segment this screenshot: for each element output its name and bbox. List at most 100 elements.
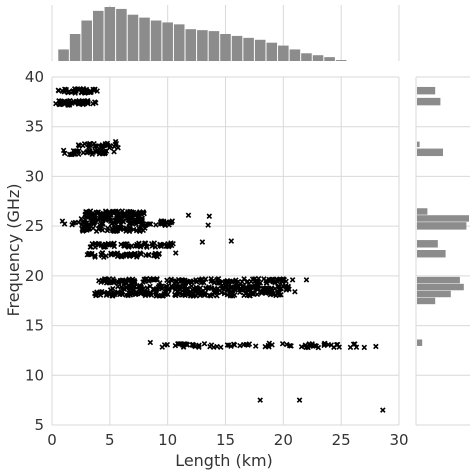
scatter-point <box>252 343 259 349</box>
scatter-point <box>161 342 168 348</box>
scatter-point <box>205 285 212 292</box>
scatter-point <box>276 292 282 298</box>
scatter-point <box>199 239 206 245</box>
scatter-point <box>237 342 243 349</box>
scatter-point <box>138 284 144 291</box>
scatter-point <box>174 278 180 284</box>
scatter-point <box>106 215 113 222</box>
scatter-point <box>142 241 148 248</box>
scatter-point <box>106 276 113 282</box>
scatter-point <box>147 221 154 227</box>
scatter-point <box>131 250 138 257</box>
scatter-point <box>289 277 296 283</box>
x-tick-label: 5 <box>105 431 115 449</box>
scatter-point <box>120 218 126 224</box>
scatter-point <box>336 344 342 350</box>
scatter-point <box>142 276 149 283</box>
scatter-point <box>119 289 125 296</box>
scatter-point <box>61 101 68 107</box>
scatter-point <box>296 397 303 403</box>
scatter-point <box>380 407 386 413</box>
marginal-x-bar <box>58 49 69 61</box>
scatter-point <box>165 243 172 250</box>
scatter-point <box>361 344 368 351</box>
scatter-point <box>181 278 187 285</box>
marginal-x-bar <box>81 20 92 61</box>
marginal-y-bar <box>417 240 438 248</box>
scatter-point <box>81 88 87 95</box>
scatter-point <box>219 285 226 291</box>
scatter-point <box>75 142 82 148</box>
scatter-point <box>224 342 231 348</box>
scatter-point <box>280 283 286 289</box>
scatter-point <box>111 149 117 155</box>
marginal-x-histogram <box>58 7 347 61</box>
marginal-y-bar <box>417 283 464 291</box>
scatter-point <box>279 340 286 347</box>
marginal-y-panel <box>415 76 470 426</box>
scatter-point <box>254 282 260 289</box>
scatter-point <box>97 292 104 298</box>
scatter-point <box>219 278 226 285</box>
scatter-point <box>86 250 92 257</box>
x-tick-label: 20 <box>274 431 293 449</box>
x-tick-label: 30 <box>389 431 408 449</box>
marginal-x-bar <box>116 8 127 61</box>
scatter-point <box>240 341 247 348</box>
scatter-point <box>181 341 187 348</box>
scatter-point <box>118 284 125 290</box>
scatter-point <box>110 291 116 298</box>
scatter-point <box>74 86 81 92</box>
scatter-point <box>112 250 118 257</box>
scatter-point <box>133 221 139 227</box>
scatter-point <box>80 228 86 234</box>
scatter-point <box>59 218 66 224</box>
scatter-point <box>63 88 69 94</box>
scatter-point <box>169 278 175 284</box>
scatter-point <box>126 278 132 284</box>
marginal-x-bar <box>312 55 324 61</box>
scatter-point <box>214 343 220 350</box>
scatter-point <box>123 292 129 298</box>
scatter-point <box>92 252 98 259</box>
marginal-y-bar <box>417 250 446 258</box>
scatter-point <box>98 279 104 286</box>
scatter-point <box>81 100 87 107</box>
scatter-point <box>126 228 133 235</box>
scatter-point <box>118 213 124 220</box>
scatter-point <box>142 240 148 246</box>
scatter-point <box>108 252 115 258</box>
scatter-point <box>281 276 288 283</box>
scatter-point <box>80 149 87 156</box>
scatter-point <box>87 141 94 148</box>
marginal-y-bar <box>417 141 420 148</box>
x-tick-label: 0 <box>47 431 57 449</box>
scatter-point <box>185 291 192 298</box>
scatter-point <box>245 342 251 348</box>
scatter-point <box>179 292 186 298</box>
x-tick-label: 25 <box>332 431 351 449</box>
marginal-x-bar <box>92 10 104 61</box>
marginal-x-bar <box>69 34 81 61</box>
scatter-point <box>85 144 92 150</box>
scatter-point <box>206 213 213 219</box>
scatter-point <box>76 97 82 104</box>
scatter-point <box>262 343 269 350</box>
scatter-point <box>66 89 73 95</box>
scatter-point <box>172 250 179 256</box>
marginal-x-bar <box>139 17 150 61</box>
scatter-point <box>127 224 134 231</box>
scatter-point <box>174 288 181 295</box>
marginal-y-bar <box>417 86 436 95</box>
scatter-point <box>137 209 143 215</box>
scatter-point <box>92 213 98 220</box>
scatter-point <box>188 283 195 289</box>
scatter-point <box>165 287 172 293</box>
marginal-x-bar <box>150 20 162 61</box>
x-tick-labels: 0 5 10 15 20 25 30 <box>47 431 408 449</box>
y-tick-label: 15 <box>25 317 44 335</box>
scatter-point <box>55 87 62 94</box>
y-tick-label: 5 <box>34 416 44 434</box>
scatter-point <box>134 241 140 248</box>
